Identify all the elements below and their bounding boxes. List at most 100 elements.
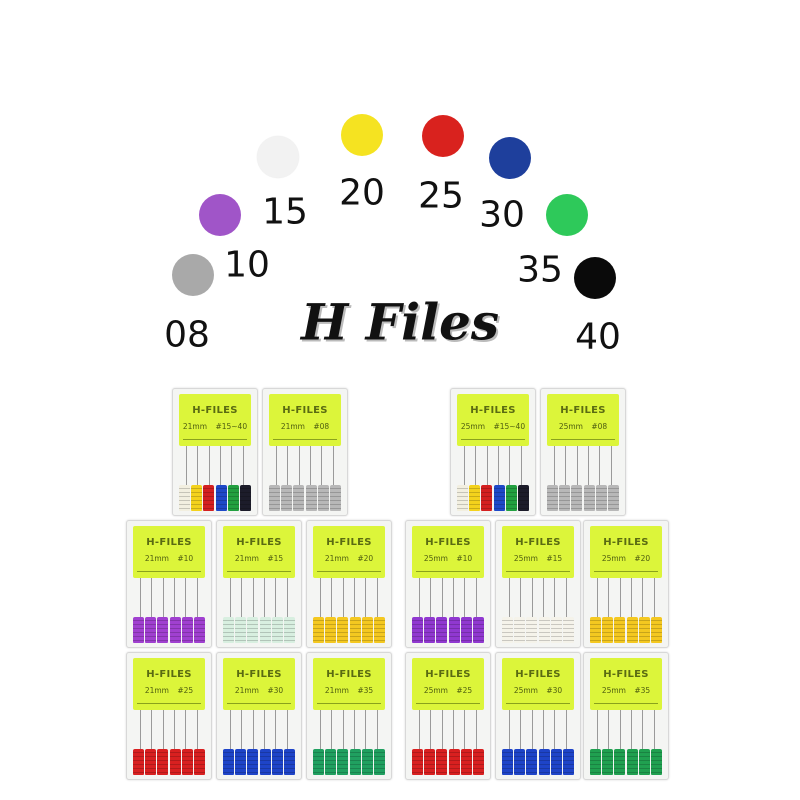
file-handle bbox=[179, 485, 190, 511]
file-handle bbox=[448, 749, 460, 775]
box-spec: 21mm #25 bbox=[133, 686, 205, 695]
file-handles bbox=[269, 485, 341, 511]
size-color-dot bbox=[422, 115, 464, 157]
file-box: H-FILES 21mm #08 bbox=[262, 388, 348, 516]
file-handle bbox=[424, 749, 436, 775]
divider bbox=[273, 439, 337, 440]
box-spec: 25mm #30 bbox=[502, 686, 574, 695]
file-handles bbox=[412, 749, 484, 775]
box-label: H-FILES 21mm #15 bbox=[223, 526, 295, 578]
file-handle bbox=[373, 617, 385, 643]
file-handle bbox=[514, 749, 526, 775]
file-handle bbox=[650, 749, 662, 775]
file-size: #15~40 bbox=[215, 422, 248, 431]
box-spec: 25mm #20 bbox=[590, 554, 662, 563]
file-box: H-FILES 21mm #10 bbox=[126, 520, 212, 648]
file-length: 21mm bbox=[144, 686, 169, 695]
file-size: #10 bbox=[177, 554, 194, 563]
file-handle bbox=[562, 617, 574, 643]
divider bbox=[317, 703, 381, 704]
file-handle bbox=[283, 749, 295, 775]
file-handle bbox=[281, 485, 293, 511]
file-handles bbox=[313, 617, 385, 643]
file-handle bbox=[191, 485, 203, 511]
file-handle bbox=[193, 749, 205, 775]
file-handle bbox=[133, 749, 144, 775]
file-handle bbox=[590, 749, 601, 775]
file-needles bbox=[315, 573, 383, 619]
file-size: #20 bbox=[357, 554, 374, 563]
file-handle bbox=[259, 617, 271, 643]
file-handle bbox=[412, 749, 423, 775]
brand-text: H-FILES bbox=[603, 669, 649, 680]
file-handle bbox=[169, 749, 181, 775]
file-length: 21mm bbox=[234, 686, 259, 695]
divider bbox=[506, 703, 570, 704]
file-handle bbox=[481, 485, 493, 511]
file-needles bbox=[271, 441, 339, 487]
size-label: 30 bbox=[479, 194, 525, 236]
box-label: H-FILES 21mm #35 bbox=[313, 658, 385, 710]
size-color-dot bbox=[546, 194, 588, 236]
file-handle bbox=[181, 617, 193, 643]
file-handle bbox=[412, 617, 423, 643]
file-handle bbox=[305, 485, 317, 511]
file-handle bbox=[460, 749, 472, 775]
box-spec: 21mm #08 bbox=[269, 422, 341, 431]
file-handle bbox=[223, 617, 234, 643]
file-handle bbox=[505, 485, 517, 511]
file-handle bbox=[325, 617, 337, 643]
divider bbox=[227, 703, 291, 704]
file-handle bbox=[145, 617, 157, 643]
brand-text: H-FILES bbox=[515, 669, 561, 680]
file-box: H-FILES 25mm #30 bbox=[495, 652, 581, 780]
divider bbox=[551, 439, 615, 440]
file-handle bbox=[329, 485, 341, 511]
file-size: #10 bbox=[456, 554, 473, 563]
size-label: 08 bbox=[164, 314, 210, 356]
file-handle bbox=[650, 617, 662, 643]
divider bbox=[183, 439, 247, 440]
file-size: #35 bbox=[357, 686, 374, 695]
box-spec: 25mm #15~40 bbox=[457, 422, 529, 431]
file-handles bbox=[179, 485, 251, 511]
file-needles bbox=[414, 705, 482, 751]
size-color-dot bbox=[199, 194, 241, 236]
file-size: #15 bbox=[267, 554, 284, 563]
size-color-dot bbox=[172, 254, 214, 296]
box-spec: 25mm #08 bbox=[547, 422, 619, 431]
divider bbox=[137, 571, 201, 572]
brand-text: H-FILES bbox=[425, 537, 471, 548]
file-handle bbox=[457, 485, 468, 511]
brand-text: H-FILES bbox=[192, 405, 238, 416]
size-label: 35 bbox=[517, 249, 563, 291]
file-box: H-FILES 25mm #08 bbox=[540, 388, 626, 516]
brand-text: H-FILES bbox=[282, 405, 328, 416]
file-handles bbox=[502, 749, 574, 775]
file-handle bbox=[614, 749, 626, 775]
file-handle bbox=[538, 617, 550, 643]
file-box: H-FILES 25mm #25 bbox=[405, 652, 491, 780]
brand-text: H-FILES bbox=[425, 669, 471, 680]
file-handle bbox=[247, 617, 259, 643]
file-handle bbox=[293, 485, 305, 511]
file-length: 25mm bbox=[460, 422, 486, 431]
file-handle bbox=[239, 485, 251, 511]
box-label: H-FILES 21mm #20 bbox=[313, 526, 385, 578]
brand-text: H-FILES bbox=[236, 537, 282, 548]
box-label: H-FILES 21mm #30 bbox=[223, 658, 295, 710]
file-length: 21mm bbox=[234, 554, 259, 563]
file-handle bbox=[550, 749, 562, 775]
box-label: H-FILES 25mm #15 bbox=[502, 526, 574, 578]
file-handle bbox=[626, 749, 638, 775]
file-handle bbox=[337, 617, 349, 643]
file-handle bbox=[361, 749, 373, 775]
file-handle bbox=[626, 617, 638, 643]
file-handle bbox=[247, 749, 259, 775]
divider bbox=[137, 703, 201, 704]
file-needles bbox=[225, 705, 293, 751]
file-handle bbox=[469, 485, 481, 511]
file-size: #35 bbox=[634, 686, 651, 695]
file-handle bbox=[595, 485, 607, 511]
file-handle bbox=[325, 749, 337, 775]
